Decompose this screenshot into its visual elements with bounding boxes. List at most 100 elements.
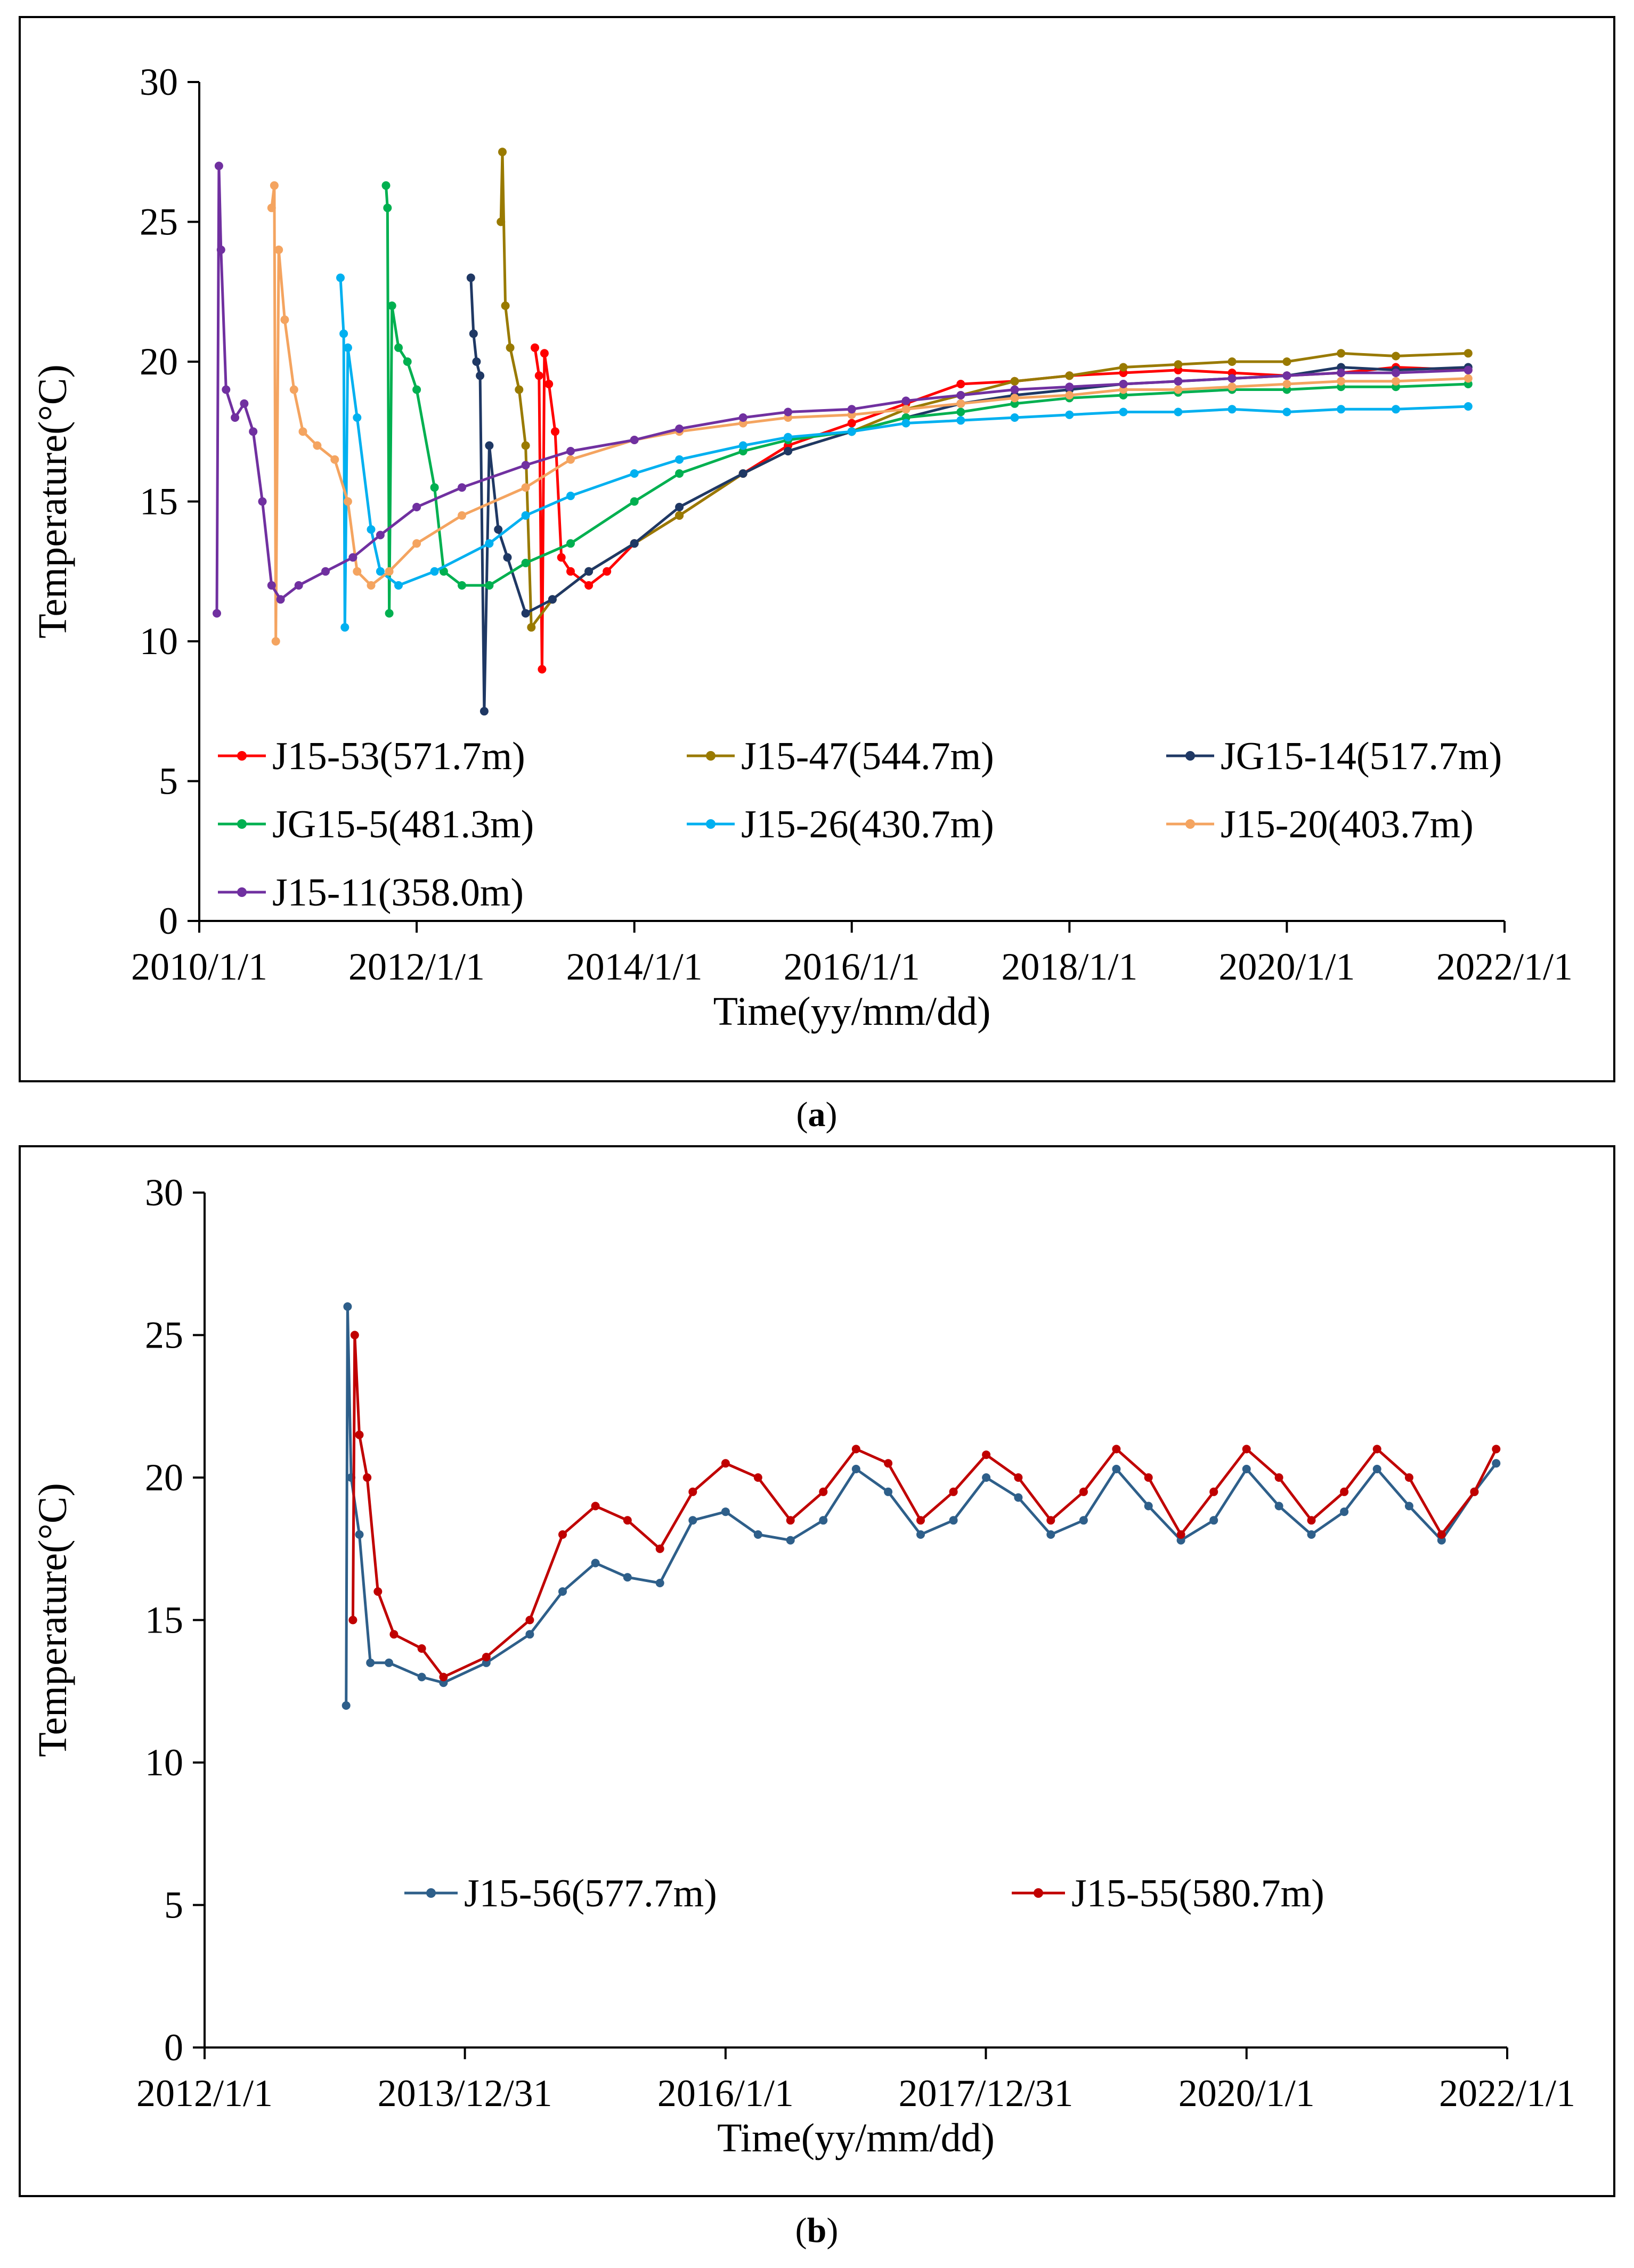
data-point xyxy=(515,385,524,394)
data-point xyxy=(353,413,362,422)
data-point xyxy=(1174,407,1183,417)
data-point xyxy=(1014,1473,1023,1482)
data-point xyxy=(412,539,421,548)
data-point xyxy=(485,539,494,548)
y-tick-label: 5 xyxy=(159,760,178,803)
data-point xyxy=(527,623,536,632)
data-point xyxy=(394,581,403,590)
data-point xyxy=(688,1487,697,1496)
y-tick-label: 10 xyxy=(145,1741,183,1784)
x-tick-label: 2018/1/1 xyxy=(1001,945,1137,988)
data-point xyxy=(501,301,510,310)
data-point xyxy=(1470,1487,1479,1496)
data-point xyxy=(675,503,684,511)
data-point xyxy=(1404,1502,1413,1511)
chart-panel-a: 0 5 10 15 20 25 30 2010/1/1 2012/1/1 2014/1/1 2016… xyxy=(19,16,1615,1082)
data-point xyxy=(412,385,421,394)
data-point xyxy=(540,349,549,358)
legend: J15-56(577.7m) J15-55(580.7m) xyxy=(404,1872,1324,1915)
data-point xyxy=(566,447,575,455)
data-point xyxy=(1282,380,1291,388)
data-point xyxy=(623,1573,632,1582)
y-axis-title: Temperature(°C) xyxy=(30,364,75,639)
data-point xyxy=(214,161,223,170)
data-point xyxy=(1176,1530,1185,1539)
data-point xyxy=(503,553,512,562)
data-point xyxy=(884,1459,893,1468)
data-point xyxy=(385,567,394,576)
data-point xyxy=(630,436,639,444)
data-point xyxy=(343,343,352,352)
data-point xyxy=(385,1658,393,1667)
data-point xyxy=(458,483,466,492)
data-point xyxy=(1307,1530,1316,1539)
data-point xyxy=(267,203,276,213)
data-point xyxy=(1340,1487,1349,1496)
data-point xyxy=(249,427,258,436)
data-point xyxy=(1274,1502,1283,1511)
y-tick-label: 0 xyxy=(164,2026,183,2069)
data-point xyxy=(430,567,439,576)
data-point xyxy=(383,203,392,213)
series-line xyxy=(499,150,1468,629)
data-point xyxy=(738,441,747,450)
data-point xyxy=(1079,1516,1088,1525)
data-point xyxy=(1337,369,1346,377)
legend: J15-53(571.7m) J15-47(544.7m) JG15-14(517.… xyxy=(218,735,1502,915)
data-point xyxy=(784,447,793,455)
data-point xyxy=(566,539,575,548)
data-point xyxy=(482,1653,491,1661)
data-point xyxy=(1112,1445,1121,1454)
data-point xyxy=(1010,394,1019,403)
legend-label: JG15-5(481.3m) xyxy=(272,803,534,846)
data-point xyxy=(688,1516,697,1525)
legend-item: JG15-14(517.7m) xyxy=(1166,735,1502,778)
data-point xyxy=(851,1445,860,1454)
data-point xyxy=(1065,371,1074,380)
chart-panel-b: 0 5 10 15 20 25 30 2012/1/1 2013/12/31 2016/1/1 20… xyxy=(19,1145,1615,2197)
data-point xyxy=(1242,1445,1251,1454)
data-point xyxy=(1340,1507,1349,1516)
series-0 xyxy=(342,1302,1501,1710)
data-point xyxy=(216,246,225,254)
legend-item: J15-47(544.7m) xyxy=(687,735,994,778)
data-point xyxy=(847,419,856,428)
data-point xyxy=(847,405,856,414)
data-point xyxy=(916,1516,925,1525)
data-point xyxy=(1209,1487,1218,1496)
series-line xyxy=(345,1305,1498,1706)
data-point xyxy=(956,391,965,399)
data-point xyxy=(851,1465,860,1473)
y-tick-label: 20 xyxy=(140,340,178,383)
x-tick-label: 2012/1/1 xyxy=(348,945,485,988)
data-point xyxy=(1174,360,1183,369)
legend-item: J15-11(358.0m) xyxy=(218,871,524,915)
data-point xyxy=(531,343,539,352)
data-point xyxy=(472,357,481,366)
series-line xyxy=(533,347,1468,671)
data-point xyxy=(1065,391,1074,399)
data-point xyxy=(497,217,506,226)
data-point xyxy=(276,595,285,604)
data-point xyxy=(340,623,349,632)
legend-label: JG15-14(517.7m) xyxy=(1221,735,1502,778)
data-point xyxy=(784,407,793,417)
data-point xyxy=(558,1530,567,1539)
data-point xyxy=(353,567,362,576)
x-tick-label: 2012/1/1 xyxy=(136,2072,273,2115)
legend-label: J15-47(544.7m) xyxy=(741,735,994,778)
data-point xyxy=(1464,349,1473,358)
data-point xyxy=(548,595,557,604)
data-point xyxy=(267,581,276,590)
data-point xyxy=(623,1516,632,1525)
data-point xyxy=(342,1701,351,1710)
legend-label: J15-26(430.7m) xyxy=(741,803,994,846)
data-point xyxy=(949,1516,958,1525)
legend-swatch-marker xyxy=(706,751,716,761)
data-point xyxy=(1492,1459,1501,1468)
data-point xyxy=(476,371,485,380)
data-point xyxy=(439,1673,448,1682)
series-line xyxy=(469,278,1468,713)
data-point xyxy=(753,1473,762,1482)
data-point xyxy=(1227,357,1237,366)
